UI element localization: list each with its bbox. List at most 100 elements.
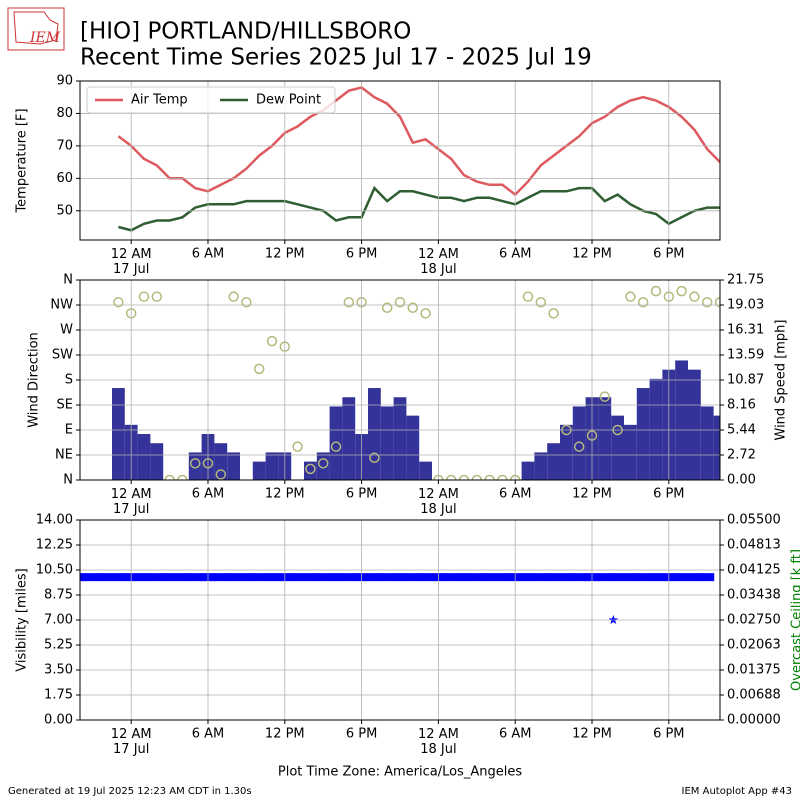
- marker: [573, 441, 585, 452]
- axes-frame: [79, 80, 721, 241]
- marker: [599, 391, 611, 402]
- bar: [521, 461, 535, 480]
- y2-tick-label: 0.00688: [727, 688, 781, 703]
- marker: [213, 573, 228, 582]
- bar: [636, 388, 650, 480]
- marker: [266, 335, 278, 347]
- marker: [85, 573, 100, 582]
- title: [HIO] PORTLAND/HILLSBORO: [80, 19, 411, 45]
- marker: [189, 458, 201, 469]
- bar: [700, 406, 714, 480]
- x-axis-label: Plot Time Zone: America/Los_Angeles: [278, 765, 522, 780]
- marker: [303, 573, 318, 582]
- marker: [316, 573, 331, 582]
- marker: [623, 573, 638, 582]
- marker: [162, 573, 177, 582]
- marker: [469, 573, 484, 582]
- marker: [471, 474, 483, 480]
- marker: [111, 573, 126, 582]
- marker: [608, 615, 619, 624]
- marker: [317, 458, 329, 469]
- y2-tick-label: 0.01375: [727, 663, 781, 678]
- y2-tick-label: 13.59: [727, 348, 764, 363]
- y-tick-label: 50: [56, 203, 73, 218]
- x-tick-label: 6 PM: [653, 727, 684, 742]
- y2-tick-label: 0.02063: [727, 638, 781, 653]
- bar: [368, 388, 381, 480]
- bar: [688, 369, 701, 480]
- marker: [80, 573, 87, 582]
- axes-frame: [79, 519, 721, 721]
- y2-tick-label: 8.16: [727, 398, 756, 413]
- y-tick-label: SE: [57, 398, 73, 413]
- y2-tick-label: 10.87: [727, 373, 764, 388]
- marker: [650, 285, 662, 297]
- marker: [548, 308, 559, 319]
- marker: [138, 291, 150, 302]
- x-tick-label: 12 PM: [265, 727, 305, 742]
- y2-tick-label: 5.44: [727, 423, 756, 438]
- bar: [560, 424, 573, 480]
- bar: [675, 360, 688, 480]
- marker: [687, 573, 702, 582]
- bar: [393, 397, 407, 480]
- marker: [137, 573, 151, 582]
- bar: [316, 452, 330, 480]
- bar: [713, 415, 720, 480]
- x-tick-label: 12 PM: [265, 487, 305, 502]
- marker: [546, 573, 561, 582]
- y-tick-label: 0.00: [44, 713, 73, 728]
- marker: [329, 573, 343, 582]
- y2-axis-label: Overcast Ceiling [k ft]: [790, 549, 800, 691]
- axes-frame: [79, 279, 721, 481]
- marker: [188, 573, 203, 582]
- bar: [150, 443, 164, 480]
- x-tick-label: 6 AM: [499, 727, 532, 742]
- marker: [381, 302, 393, 314]
- marker: [700, 573, 715, 582]
- plot-area: [80, 573, 715, 624]
- plot-area: [117, 86, 720, 232]
- marker: [636, 573, 651, 582]
- y-tick-label: 7.00: [44, 613, 73, 628]
- logo-text: IEM: [29, 30, 61, 46]
- bar: [188, 452, 202, 480]
- x-tick-label: 6 PM: [653, 247, 684, 262]
- footer-right: IEM Autoplot App #43: [682, 786, 792, 797]
- bar: [624, 424, 637, 480]
- bar: [419, 461, 432, 480]
- x-tick-label: 12 AM 17 Jul: [111, 727, 152, 757]
- y-tick-label: 1.75: [44, 688, 73, 703]
- marker: [497, 474, 508, 480]
- x-tick-label: 12 PM: [572, 727, 612, 742]
- bar: [265, 452, 279, 480]
- x-tick-label: 6 PM: [346, 487, 377, 502]
- y-tick-label: W: [60, 323, 73, 338]
- footer-left: Generated at 19 Jul 2025 12:23 AM CDT in…: [8, 786, 252, 797]
- marker: [265, 573, 279, 582]
- x-tick-label: 12 AM 18 Jul: [418, 247, 459, 277]
- marker: [445, 474, 457, 480]
- marker: [444, 573, 459, 582]
- bar: [598, 397, 612, 480]
- x-tick-label: 6 AM: [192, 247, 225, 262]
- x-tick-label: 12 AM 18 Jul: [418, 727, 459, 757]
- legend-label: Dew Point: [256, 93, 321, 108]
- x-tick-label: 12 PM: [572, 487, 612, 502]
- bar: [547, 443, 560, 480]
- marker: [394, 296, 406, 308]
- y-tick-label: 70: [56, 138, 73, 153]
- y-tick-label: N: [63, 473, 73, 488]
- y2-tick-label: 21.75: [727, 273, 764, 288]
- marker: [482, 573, 497, 582]
- marker: [572, 573, 587, 582]
- marker: [330, 441, 342, 452]
- x-tick-label: 6 PM: [346, 727, 377, 742]
- marker: [676, 285, 687, 297]
- marker: [215, 469, 227, 480]
- marker: [701, 296, 713, 308]
- x-tick-label: 6 AM: [499, 487, 532, 502]
- bar: [112, 388, 125, 480]
- marker: [418, 573, 433, 582]
